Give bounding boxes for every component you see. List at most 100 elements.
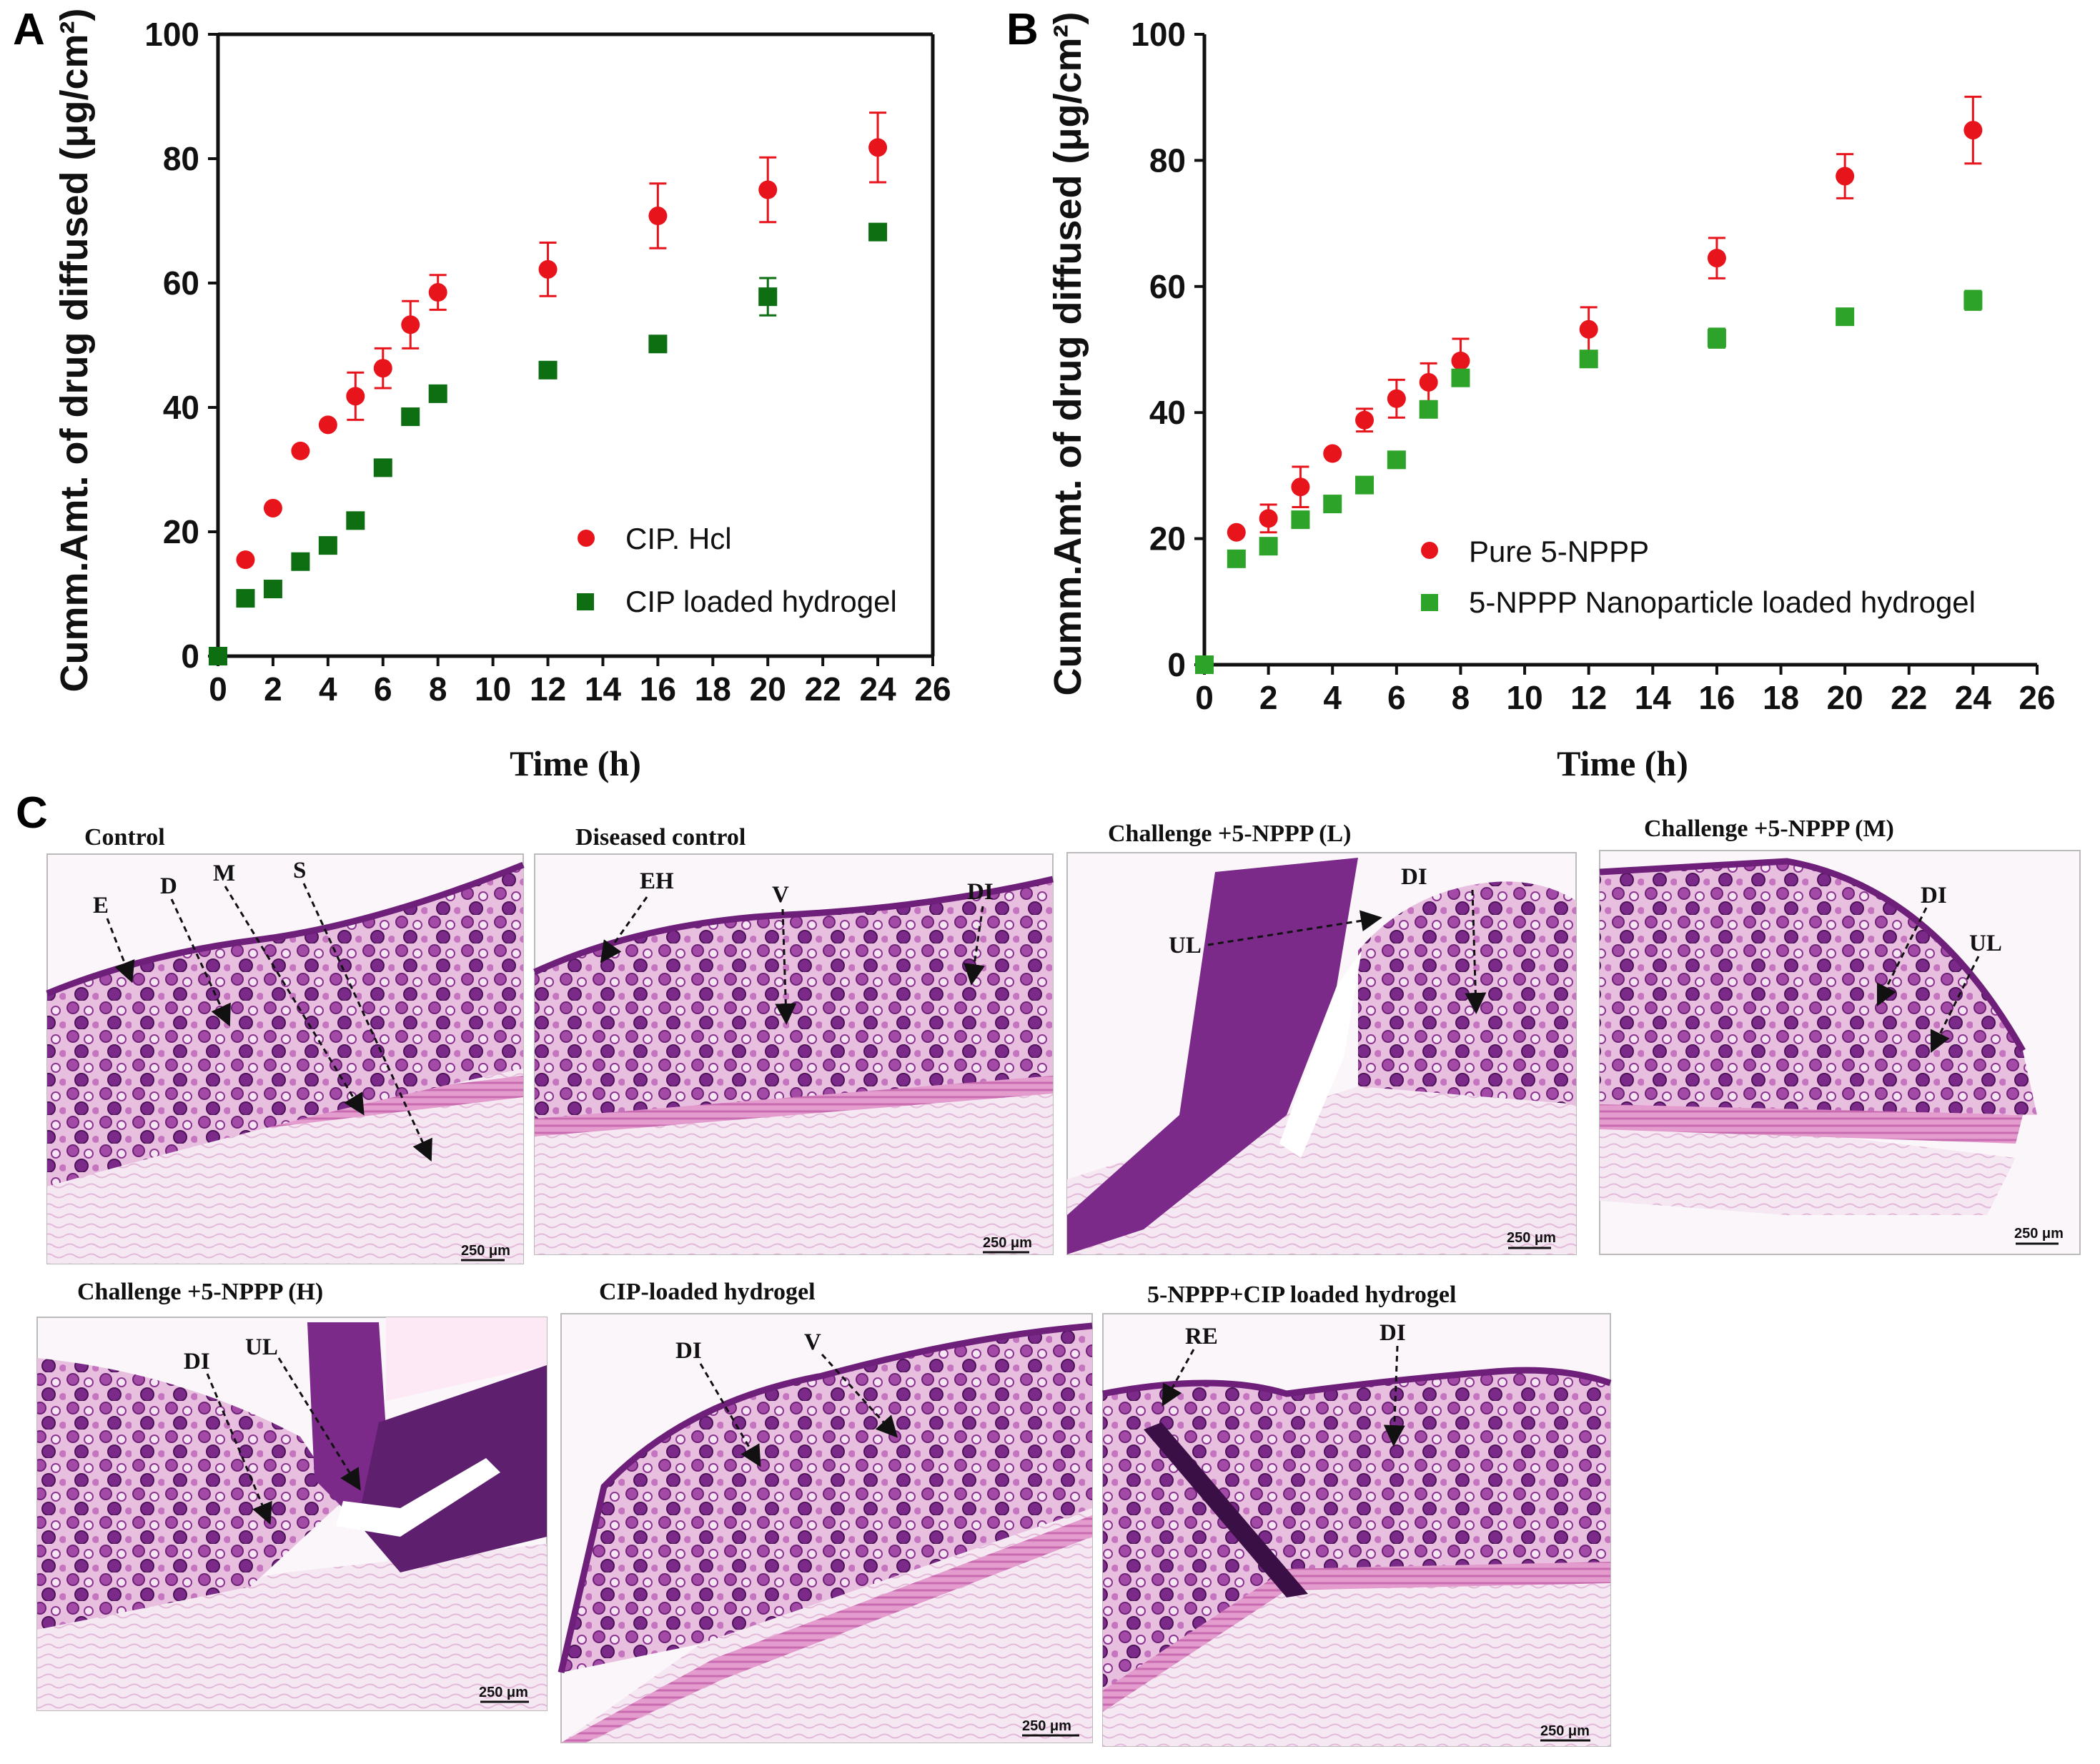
data-point-green — [428, 384, 447, 403]
x-tick-label: 6 — [1387, 679, 1406, 716]
tissue-ulcer-gap-challenge-l — [1279, 951, 1362, 1158]
tissue-muscle-nppp-cip-hydrogel — [1103, 1558, 1610, 1712]
histology-panel-nppp-cip-hydrogel: 5-NPPP+CIP loaded hydrogel RE DI 250 μm — [1102, 1282, 1612, 1747]
scale-bar-label: 250 μm — [983, 1235, 1032, 1251]
x-tick-label: 18 — [695, 670, 731, 708]
x-tick-label: 0 — [209, 670, 227, 708]
data-point-green — [263, 580, 282, 599]
tissue-cells-cip-hydrogel — [561, 1326, 1092, 1673]
annot-label: V — [772, 882, 789, 908]
tissue-ulcer-left-challenge-l — [1067, 858, 1358, 1254]
legend-marker-pure-5-nppp — [1421, 542, 1438, 559]
tissue-fibers-challenge-l — [1067, 1086, 1576, 1254]
data-point-green — [1451, 368, 1470, 387]
annot-label: DI — [1401, 864, 1427, 890]
panel-label-c: C — [16, 788, 48, 838]
x-tick-label: 16 — [1698, 679, 1735, 716]
annot-arrow — [170, 898, 231, 1027]
annot-arrow — [964, 906, 985, 986]
chart-b-ylabel: Cumm.Amt. of drug diffused (μg/cm²) — [1046, 12, 1089, 696]
data-point-red — [1419, 372, 1438, 392]
data-point-green — [1387, 450, 1406, 470]
data-point-red — [291, 441, 310, 460]
annot-label: M — [213, 861, 235, 886]
legend-marker-cip-loaded-hydrogel — [577, 593, 594, 610]
x-tick-label: 26 — [2019, 679, 2055, 716]
tissue-cells-challenge-m — [1600, 861, 2037, 1115]
annot-label: V — [804, 1329, 821, 1355]
data-point-green — [1579, 350, 1598, 369]
histology-title-challenge-h: Challenge +5-NPPP (H) — [77, 1279, 323, 1305]
data-point-red — [318, 415, 337, 435]
annot-label: DI — [675, 1338, 702, 1364]
tissue-muscle-cip-hydrogel — [561, 1515, 1092, 1743]
legend-label-cip-loaded-hydrogel: CIP loaded hydrogel — [625, 585, 897, 618]
scale-bar-label: 250 μm — [461, 1243, 510, 1259]
legend-marker-5-nppp-nanoparticle-hydrogel — [1421, 594, 1438, 611]
tissue-cells-control — [47, 865, 523, 1186]
y-tick-label: 40 — [1149, 394, 1186, 431]
data-point-green — [1227, 549, 1246, 568]
x-tick-label: 22 — [1891, 679, 1927, 716]
tissue-ulcer-challenge-h — [307, 1322, 386, 1522]
histology-title-diseased-control: Diseased control — [575, 824, 746, 851]
data-point-green — [373, 458, 392, 477]
data-point-red — [263, 498, 282, 517]
scale-bar-label: 250 μm — [2014, 1226, 2064, 1242]
tissue-cells-diseased-control — [535, 879, 1053, 1119]
x-tick-label: 20 — [750, 670, 786, 708]
annot-arrow — [1876, 907, 1928, 1007]
chart-b: Cumm.Amt. of drug diffused (μg/cm²) Time… — [1046, 12, 2056, 783]
annot-arrow — [224, 886, 365, 1116]
x-tick-label: 12 — [530, 670, 566, 708]
annot-label: RE — [1185, 1324, 1218, 1349]
data-point-green — [236, 589, 255, 608]
y-tick-label: 0 — [181, 638, 199, 675]
x-tick-label: 8 — [1452, 679, 1470, 716]
x-tick-label: 22 — [805, 670, 841, 708]
histology-title-nppp-cip-hydrogel: 5-NPPP+CIP loaded hydrogel — [1147, 1282, 1456, 1308]
annot-label: DI — [967, 879, 994, 905]
histology-panel-challenge-l: Challenge +5-NPPP (L) UL DI 250 μm — [1066, 821, 1577, 1255]
annot-label: DI — [1380, 1320, 1406, 1346]
y-tick-label: 100 — [144, 16, 199, 53]
annot-label: E — [93, 893, 109, 918]
annot-arrow — [775, 908, 797, 1025]
data-point-green — [1963, 291, 1983, 310]
y-tick-label: 40 — [163, 389, 199, 426]
y-tick-label: 60 — [1149, 268, 1186, 305]
histology-title-challenge-m: Challenge +5-NPPP (M) — [1644, 816, 1894, 842]
y-tick-label: 80 — [163, 140, 199, 177]
histology-title-challenge-l: Challenge +5-NPPP (L) — [1108, 821, 1351, 847]
data-point-green — [401, 407, 420, 427]
data-point-red — [868, 138, 888, 157]
data-point-green — [346, 511, 365, 530]
data-point-red — [1579, 319, 1598, 339]
data-point-red — [1963, 121, 1983, 140]
annot-label: S — [293, 858, 306, 883]
tissue-cells-challenge-h — [37, 1358, 343, 1630]
data-point-green — [291, 552, 310, 571]
annot-arrow — [699, 1363, 761, 1467]
data-point-red — [1291, 477, 1310, 497]
chart-a-xlabel: Time (h) — [510, 743, 641, 783]
data-point-red — [1451, 351, 1470, 370]
chart-b-legend: Pure 5-NPPP 5-NPPP Nanoparticle loaded h… — [1421, 535, 1976, 619]
chart-a-ylabel: Cumm.Amt. of drug diffused (μg/cm²) — [53, 9, 96, 693]
data-point-green — [1291, 510, 1310, 530]
histology-panel-challenge-m: Challenge +5-NPPP (M) DI UL 250 μm — [1599, 816, 2081, 1255]
annot-label: DI — [184, 1349, 210, 1374]
tissue-epidermis-nppp-cip-hydrogel — [1102, 1367, 1612, 1397]
legend-label-5-nppp-nanoparticle-hydrogel: 5-NPPP Nanoparticle loaded hydrogel — [1469, 585, 1976, 619]
x-tick-label: 2 — [264, 670, 282, 708]
data-point-green — [648, 335, 668, 354]
tissue-fissure-challenge-h — [336, 1458, 500, 1537]
annot-label: D — [160, 873, 177, 899]
tissue-fold-nppp-cip-hydrogel — [1144, 1422, 1308, 1597]
annot-label: DI — [1921, 883, 1947, 908]
annot-arrow — [106, 918, 135, 983]
histology-panel-challenge-h: Challenge +5-NPPP (H) DI UL 250 μm — [36, 1279, 548, 1711]
data-point-green — [318, 536, 337, 555]
data-point-red — [346, 387, 365, 406]
tissue-fibers-challenge-h — [37, 1544, 547, 1710]
